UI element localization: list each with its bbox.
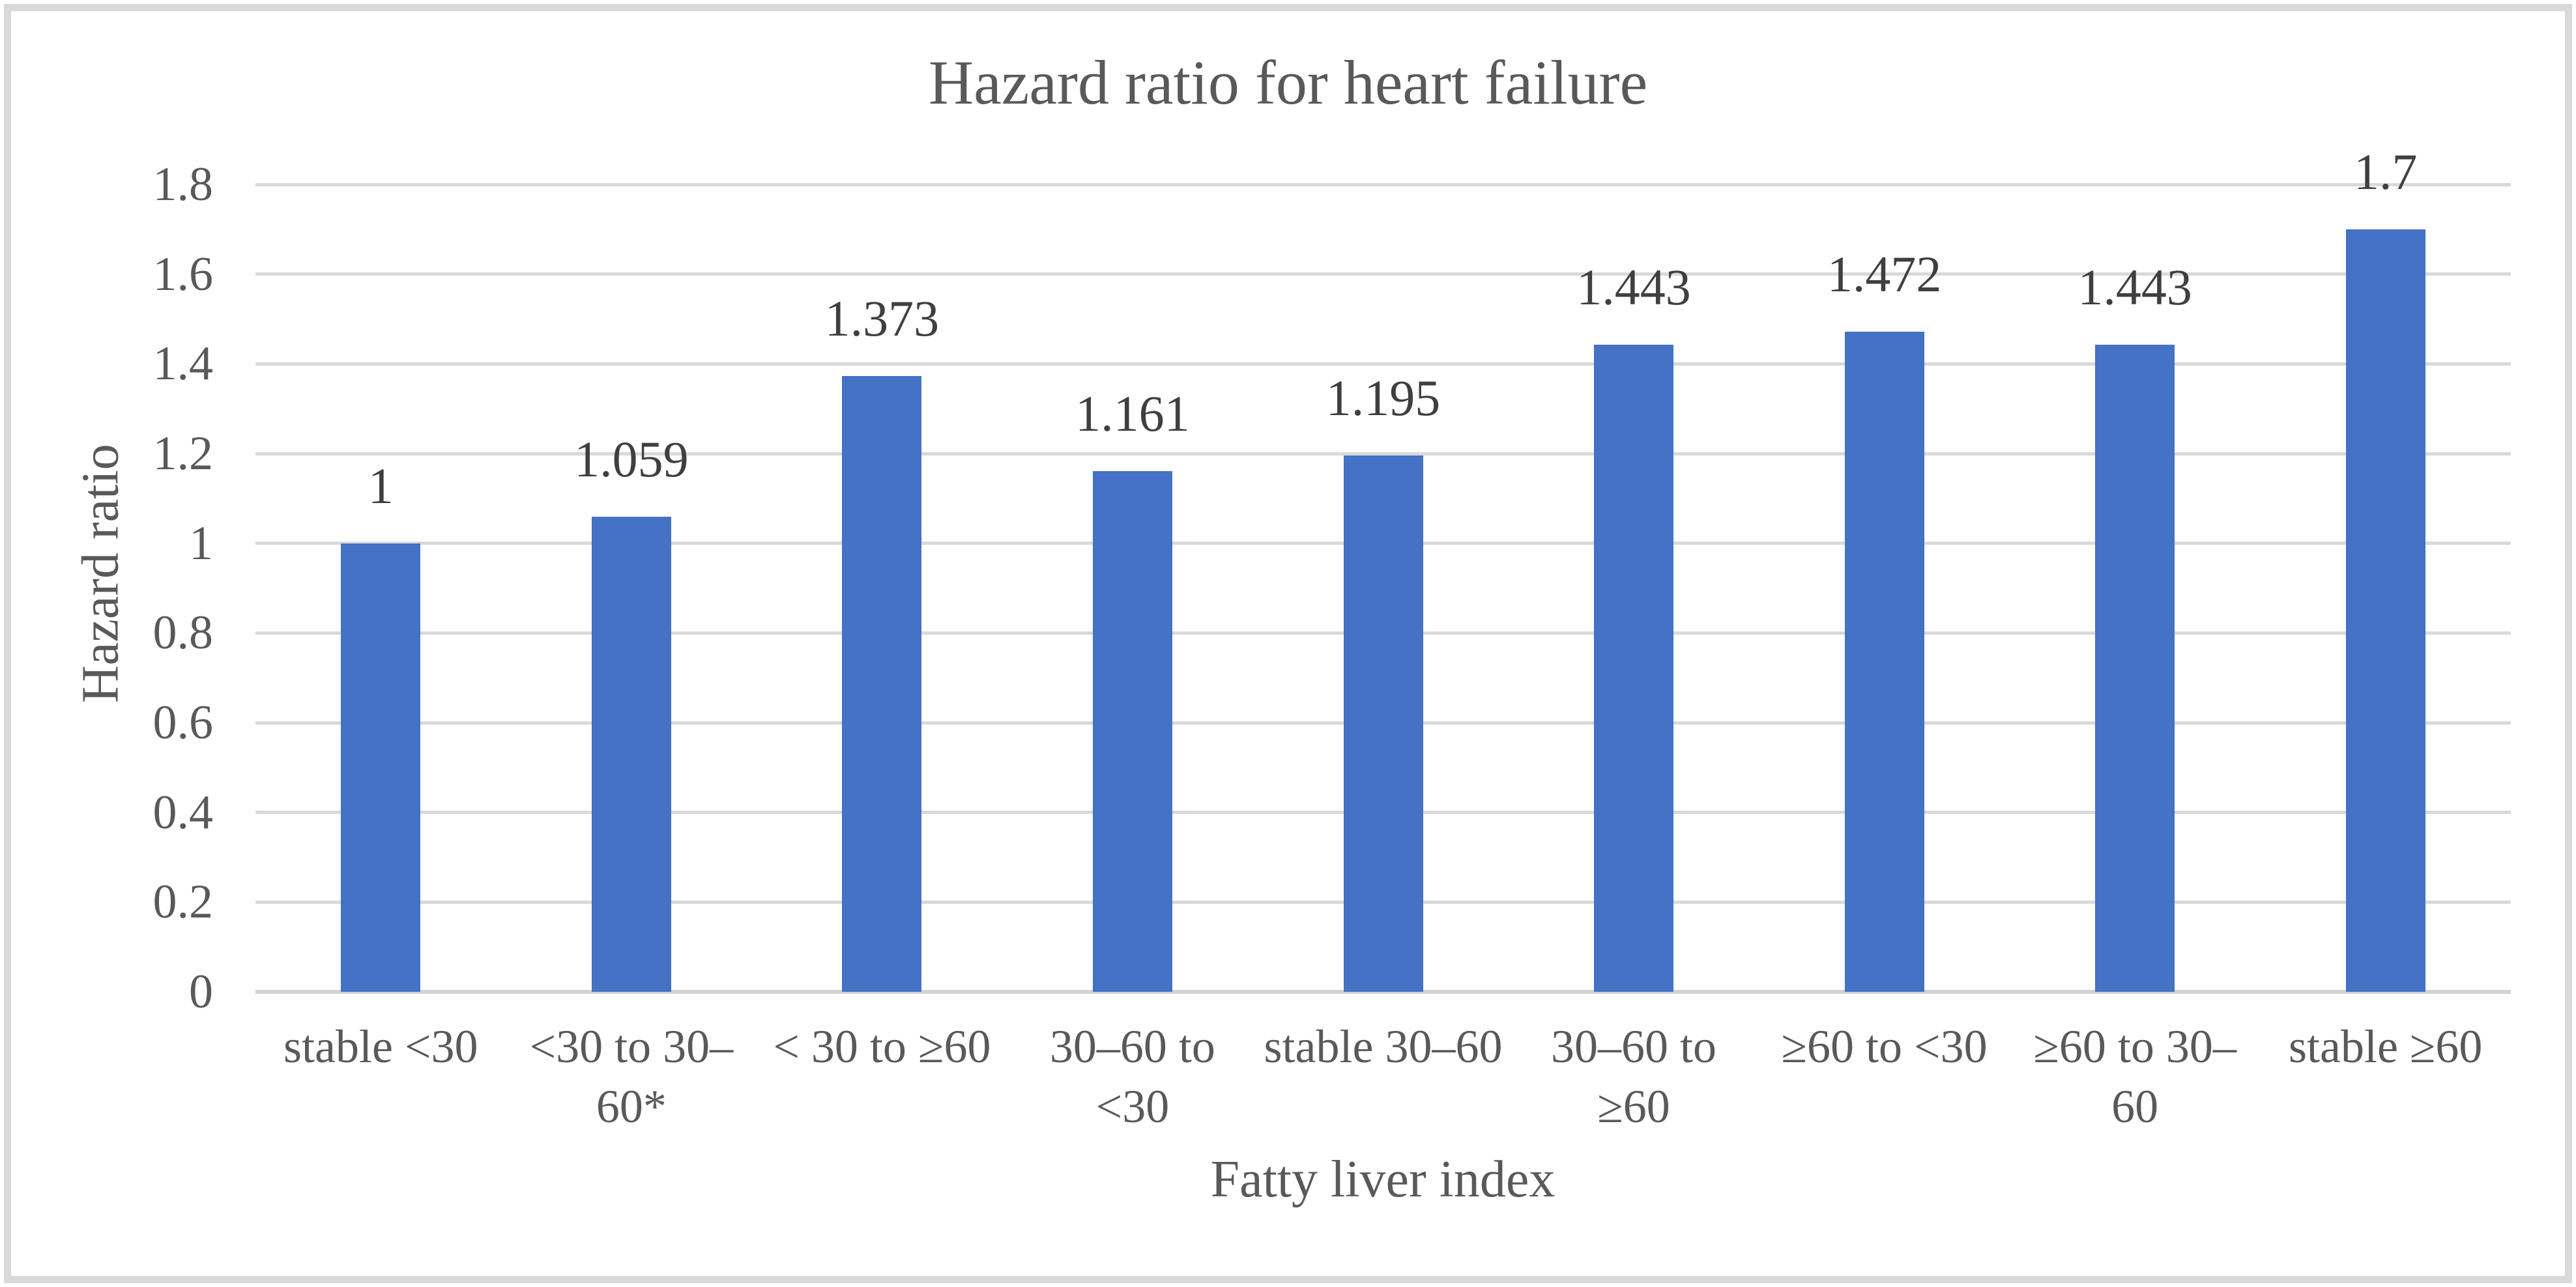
bar-value-label: 1.443 (1576, 258, 1691, 315)
x-category-label: 30–60 to <30 (1049, 1020, 1215, 1133)
y-tick-label: 0.6 (152, 696, 214, 749)
x-category-label: stable <30 (283, 1020, 478, 1073)
x-category-label: stable ≥60 (2288, 1020, 2483, 1073)
y-tick-label: 1.4 (152, 337, 214, 391)
bar-value-label: 1.161 (1075, 384, 1190, 442)
bar-value-label: 1.373 (824, 289, 940, 347)
x-category-label: <30 to 30– 60* (529, 1020, 734, 1133)
y-tick-label: 0.4 (152, 785, 214, 839)
plot-area: 1 1.059 1.373 1.161 1.195 1.443 1.472 1.443 1.7 (255, 143, 2511, 994)
bar (842, 375, 922, 992)
bar-value-label: 1.7 (2353, 143, 2418, 200)
bar-value-label: 1.195 (1325, 369, 1441, 427)
bar (1343, 456, 1423, 992)
x-category-label: stable 30–60 (1264, 1020, 1503, 1073)
chart-title: Hazard ratio for heart failure (928, 48, 1648, 117)
bar (2095, 344, 2175, 992)
gridline (255, 272, 2511, 276)
bar (591, 517, 671, 992)
x-axis-title: Fatty liver index (1210, 1151, 1556, 1208)
y-axis-title: Hazard ratio (72, 444, 130, 703)
bar (1844, 331, 1924, 992)
gridline (255, 182, 2511, 186)
bar-value-label: 1.059 (574, 431, 689, 488)
y-tick-label: 1 (189, 516, 213, 570)
bar-value-label: 1 (368, 457, 394, 514)
x-category-label: ≥60 to <30 (1781, 1020, 1988, 1073)
bar (341, 543, 421, 992)
gridline (255, 362, 2511, 366)
x-category-label: ≥60 to 30– 60 (2033, 1020, 2236, 1133)
bar-value-label: 1.443 (2077, 258, 2192, 315)
y-tick-label: 1.6 (152, 247, 214, 301)
bar-value-label: 1.472 (1827, 245, 1942, 302)
x-category-label: < 30 to ≥60 (773, 1020, 991, 1073)
x-axis-line (255, 990, 2511, 994)
y-tick-label: 0.8 (152, 606, 214, 660)
gridline (255, 452, 2511, 456)
bar (1092, 470, 1172, 992)
y-tick-label: 1.2 (152, 427, 214, 480)
y-tick-label: 1.8 (152, 158, 214, 211)
bar (2345, 229, 2425, 992)
bar (1594, 344, 1674, 992)
y-tick-label: 0 (189, 965, 213, 1019)
x-category-label: 30–60 to ≥60 (1551, 1020, 1717, 1133)
y-tick-label: 0.2 (152, 875, 214, 929)
